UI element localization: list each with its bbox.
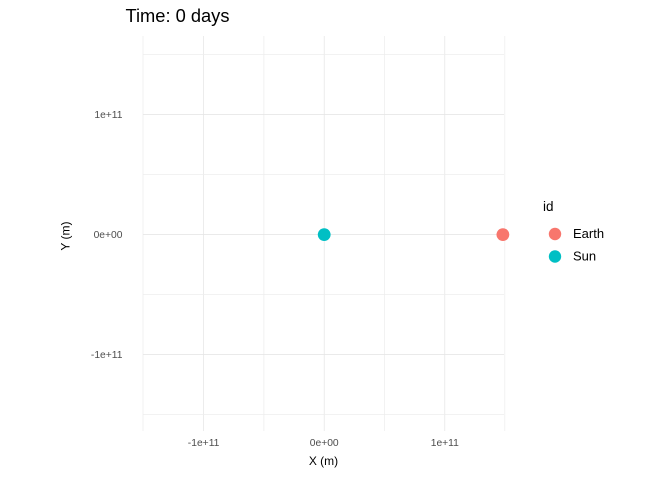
- svg-text:Sun: Sun: [573, 249, 596, 264]
- svg-text:1e+11: 1e+11: [94, 110, 122, 121]
- svg-text:Y (m): Y (m): [59, 221, 73, 250]
- svg-text:id: id: [543, 199, 554, 214]
- svg-text:0e+00: 0e+00: [94, 230, 123, 241]
- svg-text:-1e+11: -1e+11: [188, 438, 220, 449]
- svg-text:-1e+11: -1e+11: [91, 350, 123, 361]
- svg-text:0e+00: 0e+00: [310, 438, 339, 449]
- svg-text:1e+11: 1e+11: [431, 438, 459, 449]
- svg-text:X (m): X (m): [309, 454, 338, 468]
- svg-text:Earth: Earth: [573, 226, 604, 241]
